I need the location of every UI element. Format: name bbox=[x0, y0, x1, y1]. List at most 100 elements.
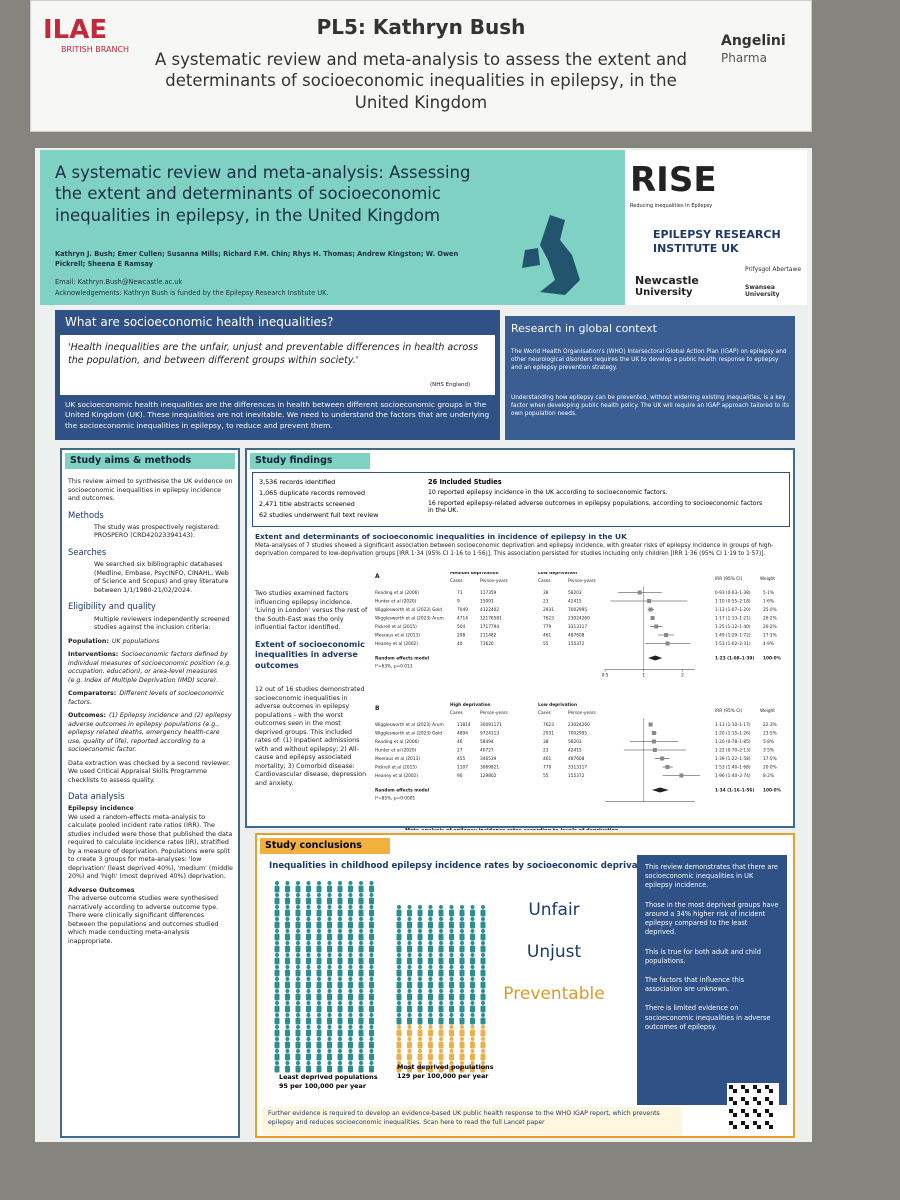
person-icon bbox=[407, 1017, 412, 1025]
authors: Kathryn J. Bush; Emer Cullen; Susanna Mi… bbox=[55, 250, 459, 268]
forest-plots: A Medium deprivation Low deprivation Cases P… bbox=[375, 572, 782, 830]
person-icon bbox=[359, 1049, 363, 1053]
person-icon bbox=[327, 1005, 332, 1013]
person-icon bbox=[274, 921, 280, 929]
person-icon bbox=[407, 933, 412, 941]
person-icon bbox=[481, 905, 485, 909]
table-text: 1·20 (0·78–1·85) bbox=[715, 739, 751, 745]
qr-cell bbox=[765, 1109, 769, 1113]
person-icon bbox=[369, 993, 374, 1001]
table-text: 1·6% bbox=[763, 599, 774, 605]
person-icon bbox=[359, 1025, 363, 1029]
table-text: 1 bbox=[642, 673, 645, 679]
person-icon bbox=[296, 1037, 300, 1041]
person-icon bbox=[316, 945, 322, 953]
person-icon bbox=[306, 1061, 311, 1065]
person-icon bbox=[306, 893, 311, 897]
table-text: 58494 bbox=[480, 739, 494, 745]
table-text: Low deprivation bbox=[538, 572, 577, 576]
person-icon bbox=[407, 941, 412, 945]
person-icon bbox=[428, 1037, 433, 1041]
person-icon bbox=[439, 953, 443, 957]
person-icon bbox=[274, 1065, 280, 1073]
person-icon bbox=[369, 1049, 374, 1053]
quote-box: 'Health inequalities are the unfair, unj… bbox=[60, 335, 495, 395]
person-icon bbox=[407, 1029, 412, 1037]
person-icon bbox=[397, 1013, 401, 1017]
flow-item: 3,536 records identified bbox=[259, 478, 336, 486]
person-icon bbox=[358, 981, 364, 989]
person-icon bbox=[348, 1025, 353, 1029]
paragraph: The study was prospectively registered: … bbox=[94, 523, 220, 540]
person-icon bbox=[306, 929, 311, 933]
person-icon bbox=[428, 1017, 433, 1025]
swansea: Prifysgol Abertawe bbox=[745, 266, 802, 273]
person-icon bbox=[327, 905, 332, 909]
banner-title: PL5: Kathryn Bush bbox=[316, 15, 526, 39]
person-icon bbox=[348, 909, 353, 917]
table-text: 100·0% bbox=[763, 656, 782, 662]
paragraph: The adverse outcome studies were synthes… bbox=[68, 895, 219, 945]
person-icon bbox=[327, 1037, 332, 1041]
person-icon bbox=[337, 1005, 343, 1013]
table-text: 38 bbox=[543, 739, 549, 745]
table-text: Cases bbox=[450, 710, 464, 716]
person-icon bbox=[274, 1017, 280, 1025]
person-icon bbox=[481, 1037, 485, 1041]
subheading: Epilepsy incidence bbox=[68, 805, 134, 813]
criterion-text: Socioeconomic factors defined by individ… bbox=[68, 651, 232, 684]
person-icon bbox=[348, 1065, 353, 1073]
table-text: 211482 bbox=[480, 633, 497, 639]
person-icon bbox=[417, 1041, 423, 1049]
person-icon bbox=[439, 941, 443, 945]
person-icon bbox=[348, 881, 353, 885]
table-text: 346539 bbox=[480, 756, 497, 762]
quote-source: (NHS England) bbox=[430, 382, 471, 388]
banner: ILAE BRITISH BRANCH PL5: Kathryn Bush A … bbox=[30, 0, 812, 132]
person-icon bbox=[317, 893, 321, 897]
person-icon bbox=[296, 977, 300, 981]
person-icon bbox=[296, 893, 300, 897]
sponsor-sub: Pharma bbox=[721, 51, 767, 65]
person-icon bbox=[397, 1061, 401, 1065]
person-icon bbox=[449, 909, 454, 917]
person-icon bbox=[439, 917, 443, 921]
qr-cell bbox=[769, 1089, 773, 1093]
person-icon bbox=[449, 1013, 454, 1017]
person-icon bbox=[327, 885, 332, 893]
table-text: Medium deprivation bbox=[450, 572, 499, 576]
person-icon bbox=[327, 1013, 332, 1017]
person-icon bbox=[470, 933, 475, 941]
person-icon bbox=[438, 993, 444, 1001]
person-icon bbox=[338, 965, 342, 969]
person-icon bbox=[306, 1005, 311, 1013]
person-icon bbox=[428, 945, 433, 953]
person-icon bbox=[449, 917, 454, 921]
person-icon bbox=[428, 993, 433, 1001]
estimate bbox=[665, 641, 670, 646]
person-icon bbox=[338, 1001, 342, 1005]
person-icon bbox=[418, 1025, 422, 1029]
person-icon bbox=[397, 989, 401, 993]
person-icon bbox=[358, 909, 364, 917]
footer: Further evidence is required to develop … bbox=[262, 1107, 682, 1135]
person-icon bbox=[306, 993, 311, 1001]
person-icon bbox=[327, 953, 332, 957]
person-icon bbox=[396, 1005, 402, 1013]
person-icon bbox=[481, 953, 485, 957]
person-icon bbox=[327, 929, 332, 933]
table-text: Wigglesworth et al (2023) Arum bbox=[375, 616, 444, 622]
person-icon bbox=[296, 965, 300, 969]
table-text: 1·25 (1·12–1·40) bbox=[715, 624, 751, 630]
estimate bbox=[647, 599, 652, 603]
person-icon bbox=[317, 1001, 321, 1005]
person-icon bbox=[369, 1001, 374, 1005]
person-icon bbox=[316, 993, 322, 1001]
person-icon bbox=[417, 993, 423, 1001]
table-text: 0·93 (0·63–1·38) bbox=[715, 590, 751, 596]
person-icon bbox=[470, 1049, 475, 1053]
table-text: IRR (95% CI) bbox=[715, 576, 742, 582]
person-icon bbox=[358, 1017, 364, 1025]
criterion: Comparators: Different levels of socioeco… bbox=[68, 690, 233, 707]
person-icon bbox=[470, 953, 475, 957]
